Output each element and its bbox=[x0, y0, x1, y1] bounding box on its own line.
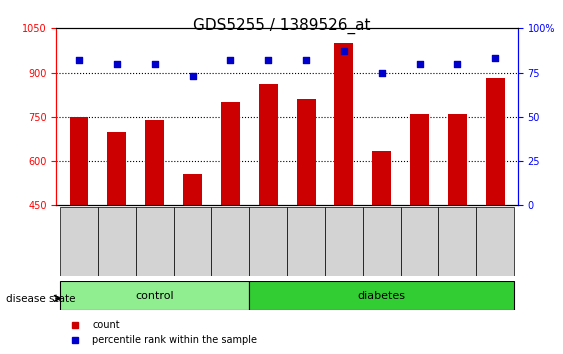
Text: control: control bbox=[135, 291, 174, 301]
FancyBboxPatch shape bbox=[98, 207, 136, 276]
Text: diabetes: diabetes bbox=[358, 291, 406, 301]
FancyBboxPatch shape bbox=[60, 281, 249, 310]
Legend: count, percentile rank within the sample: count, percentile rank within the sample bbox=[61, 316, 261, 349]
FancyBboxPatch shape bbox=[60, 207, 98, 276]
FancyBboxPatch shape bbox=[136, 207, 173, 276]
Point bbox=[302, 57, 311, 63]
Point bbox=[74, 57, 83, 63]
FancyBboxPatch shape bbox=[476, 207, 514, 276]
Text: GSM399104: GSM399104 bbox=[297, 209, 306, 264]
FancyBboxPatch shape bbox=[439, 207, 476, 276]
FancyBboxPatch shape bbox=[212, 207, 249, 276]
Text: GDS5255 / 1389526_at: GDS5255 / 1389526_at bbox=[193, 18, 370, 34]
Text: GSM399114: GSM399114 bbox=[410, 209, 419, 264]
Point bbox=[188, 73, 197, 79]
Point bbox=[150, 61, 159, 67]
Text: GSM399099: GSM399099 bbox=[221, 209, 230, 264]
Text: GSM399116: GSM399116 bbox=[486, 209, 495, 264]
Point bbox=[453, 61, 462, 67]
Bar bbox=[145, 120, 164, 338]
Text: GSM399093: GSM399093 bbox=[108, 209, 117, 264]
FancyBboxPatch shape bbox=[363, 207, 401, 276]
Bar bbox=[334, 43, 354, 338]
Text: GSM399102: GSM399102 bbox=[259, 209, 268, 264]
Text: GSM399098: GSM399098 bbox=[184, 209, 193, 264]
Text: GSM399096: GSM399096 bbox=[146, 209, 155, 264]
Bar bbox=[183, 174, 202, 338]
Text: GSM399112: GSM399112 bbox=[373, 209, 382, 264]
Point bbox=[226, 57, 235, 63]
Point bbox=[377, 70, 386, 75]
Bar bbox=[448, 114, 467, 338]
Text: GSM399115: GSM399115 bbox=[448, 209, 457, 264]
Bar bbox=[108, 132, 126, 338]
FancyBboxPatch shape bbox=[287, 207, 325, 276]
Text: GSM399092: GSM399092 bbox=[70, 209, 79, 264]
Point bbox=[339, 48, 348, 54]
Point bbox=[491, 56, 500, 61]
Text: disease state: disease state bbox=[6, 294, 75, 304]
FancyBboxPatch shape bbox=[249, 281, 514, 310]
Point bbox=[113, 61, 122, 67]
Text: GSM399109: GSM399109 bbox=[335, 209, 344, 264]
Bar bbox=[486, 79, 504, 338]
FancyBboxPatch shape bbox=[325, 207, 363, 276]
Bar bbox=[372, 151, 391, 338]
FancyBboxPatch shape bbox=[173, 207, 212, 276]
Bar bbox=[297, 99, 315, 338]
Point bbox=[263, 57, 272, 63]
Bar bbox=[221, 102, 240, 338]
Bar bbox=[410, 114, 429, 338]
Point bbox=[415, 61, 424, 67]
FancyBboxPatch shape bbox=[249, 207, 287, 276]
FancyBboxPatch shape bbox=[401, 207, 439, 276]
Bar bbox=[259, 84, 278, 338]
Bar bbox=[70, 117, 88, 338]
